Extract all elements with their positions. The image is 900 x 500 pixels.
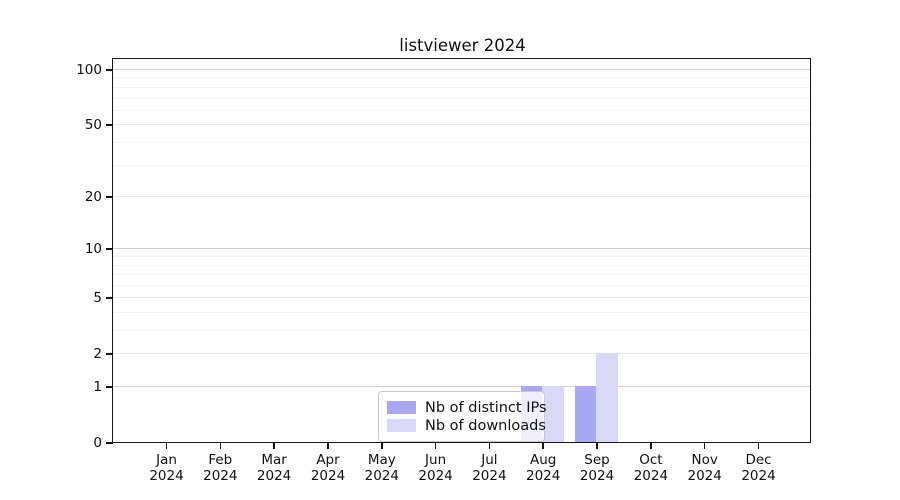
gridline-minor	[113, 264, 811, 266]
gridline-minor	[113, 164, 811, 166]
x-tick-label: May 2024	[354, 452, 410, 484]
legend-label-downloads: Nb of downloads	[425, 417, 546, 434]
x-tick-year: 2024	[256, 468, 292, 484]
x-tick-year: 2024	[526, 468, 561, 484]
x-axis-tick	[434, 443, 437, 449]
x-tick-month: May	[367, 452, 396, 468]
legend-row-downloads: Nb of downloads	[387, 417, 546, 434]
x-tick-month: Jun	[425, 452, 447, 468]
x-tick-label: Aug 2024	[515, 452, 571, 484]
x-tick-label: Nov 2024	[677, 452, 733, 484]
x-tick-label: Feb 2024	[192, 452, 248, 484]
y-axis-tick	[106, 124, 113, 126]
legend-swatch-downloads	[387, 419, 416, 432]
x-tick-label: Oct 2024	[623, 452, 679, 484]
x-tick-year: 2024	[472, 468, 507, 484]
x-tick-label: Apr 2024	[300, 452, 356, 484]
y-axis-tick	[106, 386, 113, 388]
x-tick-month: Feb	[208, 452, 233, 468]
gridline-minor	[113, 109, 811, 111]
gridline-minor	[113, 86, 811, 88]
gridline-major	[113, 69, 811, 70]
gridline-minor	[113, 77, 811, 79]
x-tick-label: Jun 2024	[408, 452, 464, 484]
gridline-major	[113, 248, 811, 250]
plot-area	[112, 58, 812, 444]
x-tick-label: Dec 2024	[731, 452, 787, 484]
x-axis-tick	[596, 443, 598, 449]
x-tick-year: 2024	[687, 468, 722, 484]
y-tick-label: 20	[84, 188, 102, 205]
bar-distinct-ips-sep	[574, 386, 597, 443]
x-tick-year: 2024	[418, 468, 453, 484]
legend-row-distinct-ips: Nb of distinct IPs	[387, 399, 547, 416]
x-tick-year: 2024	[203, 468, 238, 484]
chart-title: listviewer 2024	[399, 36, 526, 55]
y-tick-label: 0	[93, 435, 102, 451]
x-tick-year: 2024	[741, 468, 776, 484]
y-tick-label: 2	[93, 346, 102, 363]
x-tick-year: 2024	[364, 468, 399, 484]
gridline-minor	[113, 274, 811, 275]
gridline-minor	[113, 330, 811, 332]
x-axis-tick	[273, 443, 275, 449]
x-tick-month: Aug	[530, 452, 557, 468]
y-tick-label: 100	[76, 61, 102, 78]
y-axis-tick	[106, 248, 113, 250]
x-tick-month: Jan	[156, 452, 177, 468]
x-tick-month: Oct	[639, 452, 663, 468]
x-axis-tick	[757, 443, 760, 449]
legend-swatch-distinct-ips	[387, 401, 416, 414]
x-tick-year: 2024	[633, 468, 669, 484]
x-tick-month: Dec	[745, 452, 772, 468]
y-axis-tick	[106, 442, 113, 444]
x-tick-month: Nov	[691, 452, 718, 468]
y-tick-label: 10	[84, 241, 102, 258]
gridline	[113, 196, 811, 197]
x-axis-tick	[650, 443, 652, 449]
bar-downloads-aug	[542, 386, 564, 443]
y-axis-tick	[106, 69, 113, 71]
bar-downloads-sep	[596, 353, 618, 443]
plot-inner	[113, 59, 811, 443]
x-tick-month: Sep	[584, 452, 610, 468]
x-tick-month: Apr	[316, 452, 340, 468]
y-axis-tick	[106, 353, 113, 355]
x-axis-tick	[381, 443, 383, 449]
y-axis-tick	[106, 297, 113, 299]
y-tick-label: 1	[93, 378, 102, 395]
x-tick-year: 2024	[149, 468, 184, 484]
x-axis-tick	[542, 443, 544, 449]
x-axis-tick	[219, 443, 222, 449]
x-axis-tick	[165, 443, 168, 449]
x-tick-year: 2024	[310, 468, 346, 484]
x-tick-label: Jul 2024	[461, 452, 517, 484]
y-tick-label: 50	[84, 117, 102, 133]
x-axis-tick	[703, 443, 706, 449]
gridline-minor	[113, 256, 811, 257]
gridline-minor	[113, 312, 811, 314]
x-tick-month: Mar	[261, 452, 287, 468]
gridline	[113, 297, 811, 299]
gridline	[113, 353, 811, 355]
x-axis-tick	[488, 443, 491, 449]
y-tick-label: 5	[93, 290, 102, 307]
legend: Nb of distinct IPs Nb of downloads	[378, 391, 547, 442]
x-tick-label: Jan 2024	[139, 452, 195, 484]
gridline-major	[113, 386, 811, 388]
x-tick-month: Jul	[481, 452, 498, 468]
gridline	[113, 124, 811, 126]
x-tick-label: Mar 2024	[246, 452, 302, 484]
gridline-minor	[113, 284, 811, 286]
legend-label-distinct-ips: Nb of distinct IPs	[425, 399, 547, 416]
gridline-minor	[113, 97, 811, 99]
gridline-minor	[113, 141, 811, 143]
x-axis-tick	[327, 443, 329, 449]
y-axis-tick	[106, 196, 113, 198]
x-tick-label: Sep 2024	[569, 452, 625, 484]
x-tick-year: 2024	[579, 468, 615, 484]
